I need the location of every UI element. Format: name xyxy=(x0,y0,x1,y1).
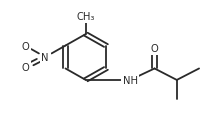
Text: N: N xyxy=(42,53,49,62)
Text: CH₃: CH₃ xyxy=(77,12,95,22)
Text: O: O xyxy=(21,41,29,51)
Text: O: O xyxy=(21,63,29,73)
Text: O: O xyxy=(151,44,158,54)
Text: NH: NH xyxy=(123,75,138,85)
